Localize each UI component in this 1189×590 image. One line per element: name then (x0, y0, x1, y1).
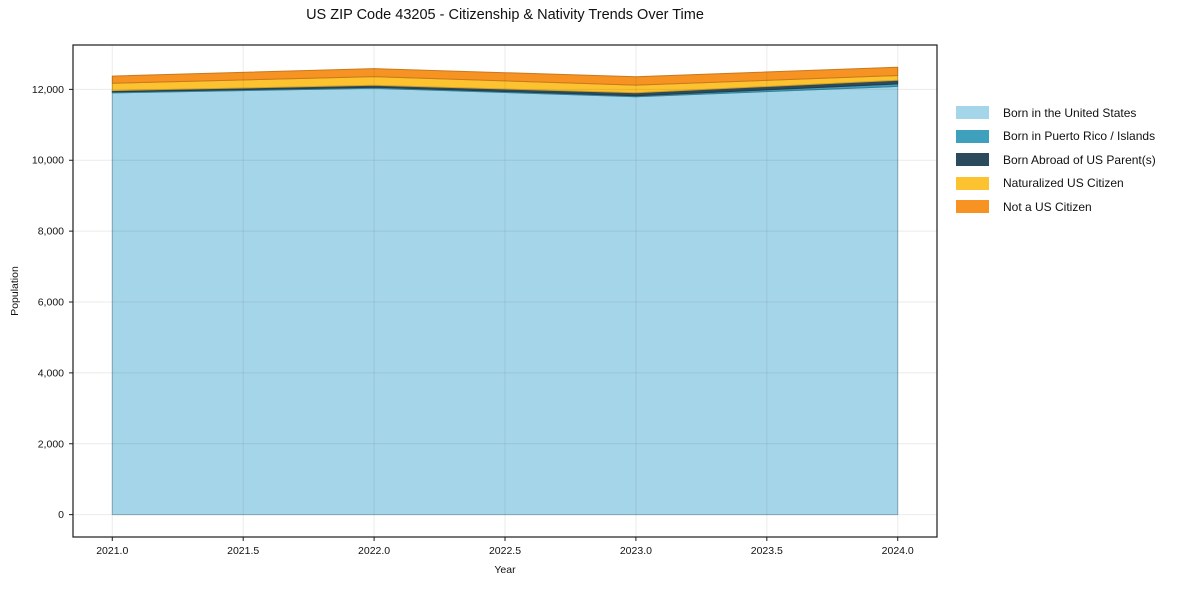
legend-item-born-in-puerto-rico-islands: Born in Puerto Rico / Islands (956, 125, 1156, 149)
legend-label: Not a US Citizen (1003, 199, 1092, 214)
y-tick-label: 2,000 (38, 438, 64, 450)
area-not-a-us-citizen (111, 66, 899, 86)
legend-label: Born in the United States (1003, 105, 1137, 120)
legend-label: Naturalized US Citizen (1003, 176, 1124, 191)
legend-swatch-icon (956, 176, 989, 190)
legend-item-born-in-the-united-states: Born in the United States (956, 101, 1156, 125)
x-tick-label: 2021.5 (227, 545, 259, 557)
y-tick-label: 6,000 (38, 297, 64, 309)
legend-item-not-a-us-citizen: Not a US Citizen (956, 195, 1156, 219)
legend-item-born-abroad-of-us-parent-s: Born Abroad of US Parent(s) (956, 148, 1156, 172)
legend-swatch-icon (956, 153, 989, 167)
y-tick-label: 10,000 (32, 155, 64, 167)
legend-label: Born Abroad of US Parent(s) (1003, 152, 1156, 167)
legend-label: Born in Puerto Rico / Islands (1003, 129, 1156, 144)
y-axis-label: Population (9, 266, 21, 316)
x-tick-label: 2022.0 (358, 545, 390, 557)
chart-title: US ZIP Code 43205 - Citizenship & Nativi… (306, 7, 704, 23)
x-tick-label: 2024.0 (882, 545, 914, 557)
legend-swatch-icon (956, 129, 989, 143)
y-tick-label: 12,000 (32, 84, 64, 96)
legend-swatch-icon (956, 106, 989, 120)
legend-item-naturalized-us-citizen: Naturalized US Citizen (956, 172, 1156, 196)
x-tick-label: 2023.0 (620, 545, 652, 557)
legend-swatch-icon (956, 200, 989, 214)
y-tick-label: 0 (58, 509, 64, 521)
x-axis-label: Year (494, 564, 516, 576)
legend: Born in the United States Born in Puerto … (956, 101, 1156, 219)
y-tick-label: 4,000 (38, 367, 64, 379)
y-tick-label: 8,000 (38, 226, 64, 238)
x-tick-label: 2022.5 (489, 545, 521, 557)
x-tick-label: 2021.0 (96, 545, 128, 557)
x-tick-label: 2023.5 (751, 545, 783, 557)
